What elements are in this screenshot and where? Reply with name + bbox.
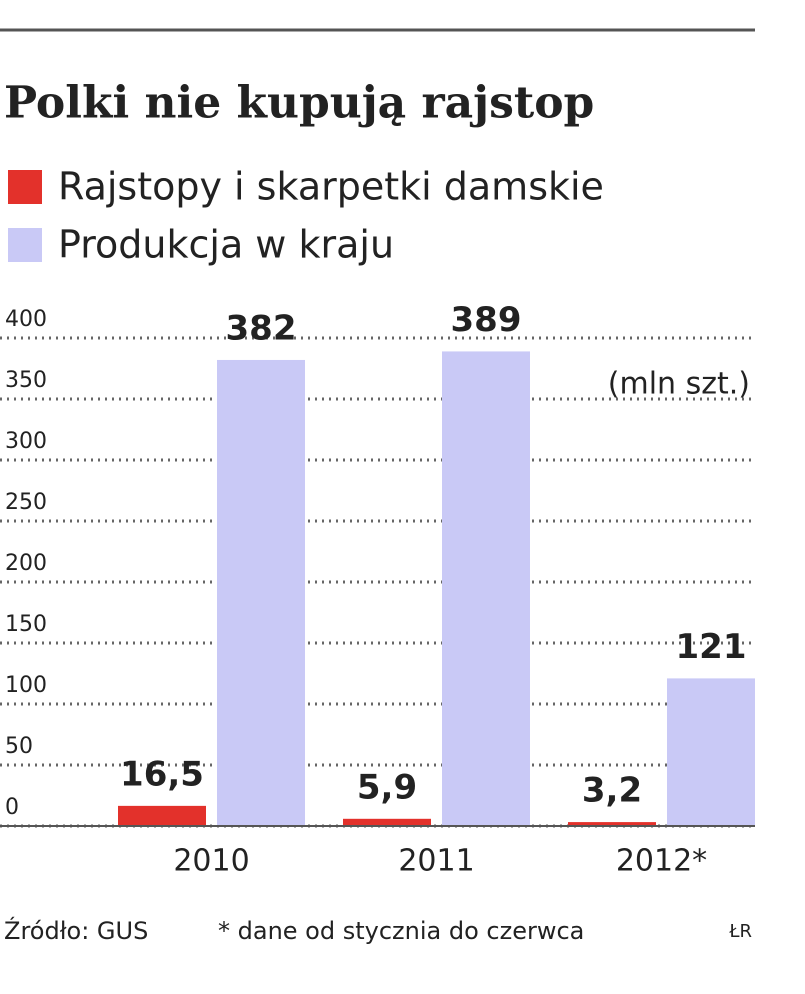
legend-label: Produkcja w kraju (58, 223, 394, 267)
y-tick-label: 200 (5, 551, 47, 576)
y-tick-label: 400 (5, 307, 47, 332)
source: Źródło: GUS (4, 916, 148, 945)
legend-swatch (8, 170, 42, 204)
value-label: 389 (451, 300, 522, 340)
bar (568, 822, 656, 826)
bar (442, 351, 530, 826)
y-tick-label: 100 (5, 673, 47, 698)
y-tick-label: 50 (5, 734, 33, 759)
chart-title: Polki nie kupują rajstop (4, 78, 594, 129)
y-tick-label: 0 (5, 795, 19, 820)
value-label: 3,2 (582, 771, 642, 811)
x-tick-label: 2010 (173, 844, 249, 879)
bar (667, 678, 755, 826)
y-tick-label: 250 (5, 490, 47, 515)
y-tick-label: 300 (5, 429, 47, 454)
value-label: 16,5 (120, 754, 204, 794)
note: * dane od stycznia do czerwca (218, 917, 584, 945)
value-label: 5,9 (357, 767, 417, 807)
y-tick-label: 150 (5, 612, 47, 637)
unit-note: (mln szt.) (608, 367, 750, 402)
x-tick-label: 2012* (616, 844, 707, 879)
y-tick-label: 350 (5, 368, 47, 393)
bar (217, 359, 305, 826)
x-tick-label: 2011 (398, 844, 474, 879)
legend-label: Rajstopy i skarpetki damskie (58, 165, 604, 209)
bar (343, 818, 431, 826)
value-label: 121 (676, 627, 747, 667)
bar (118, 805, 206, 826)
credit: ŁR (728, 921, 752, 942)
legend-swatch (8, 228, 42, 262)
value-label: 382 (226, 308, 297, 348)
